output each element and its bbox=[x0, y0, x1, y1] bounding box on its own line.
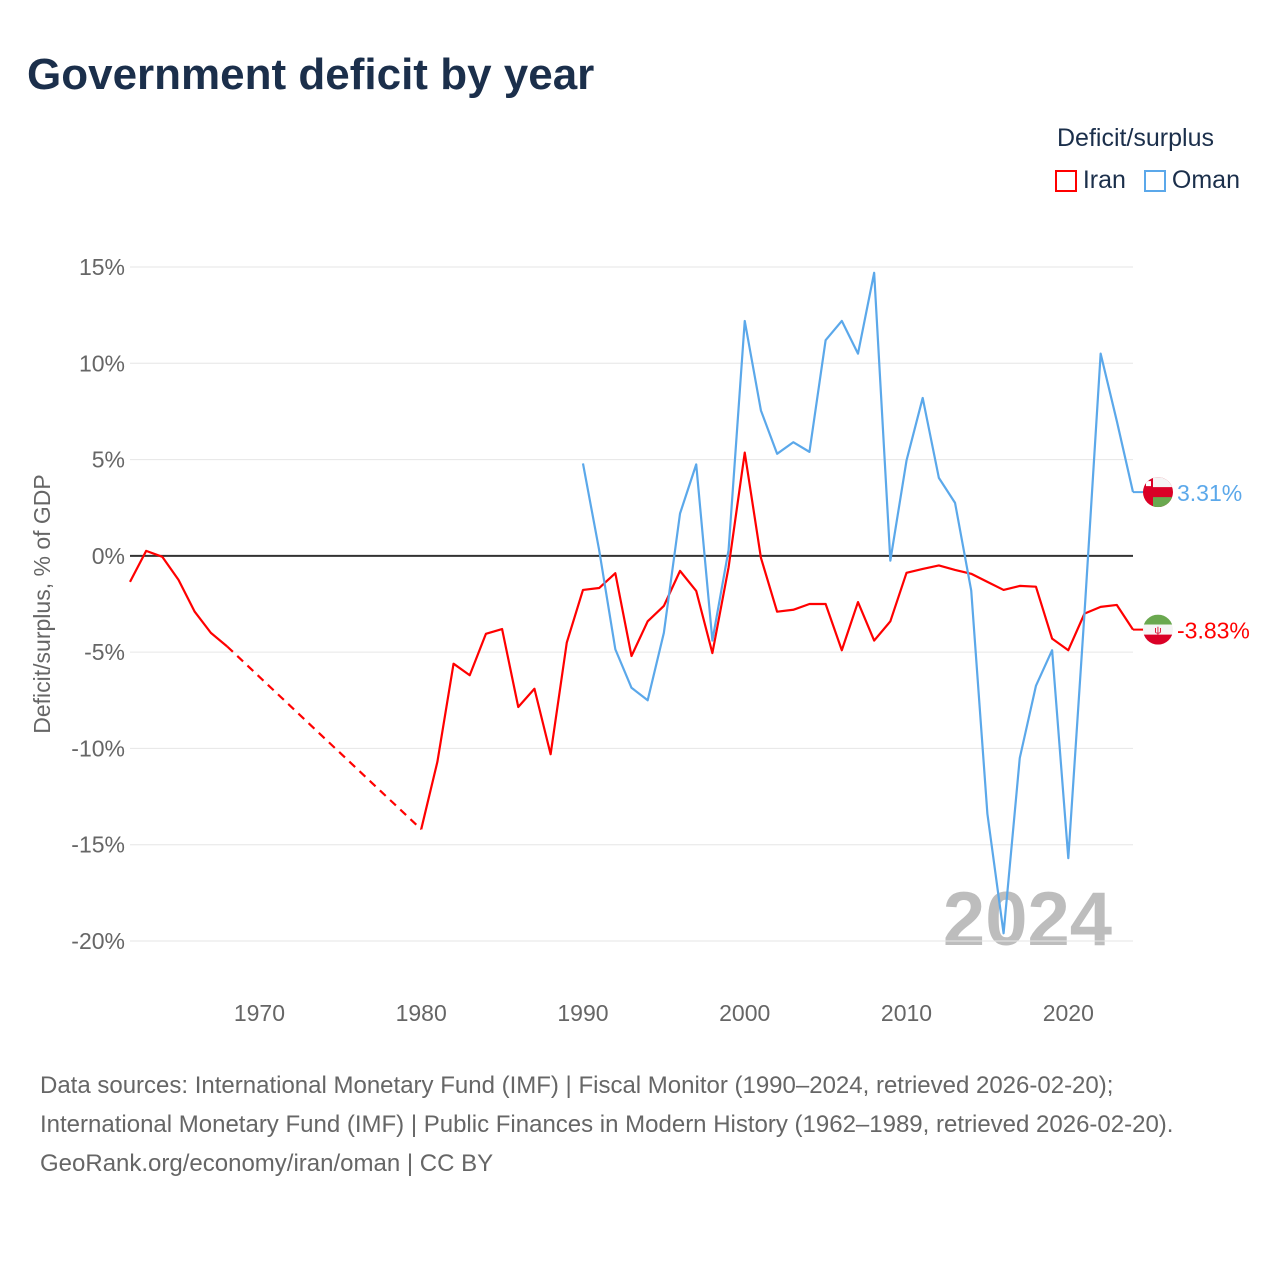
y-tick-label: 15% bbox=[79, 254, 125, 280]
end-label-oman: 3.31% bbox=[1177, 480, 1242, 506]
y-tick-label: -20% bbox=[71, 928, 125, 954]
legend: Iran Oman bbox=[1054, 166, 1240, 195]
legend-label-oman: Oman bbox=[1171, 166, 1240, 194]
data-sources: Data sources: International Monetary Fun… bbox=[40, 1072, 1174, 1138]
legend-swatch-oman bbox=[1143, 169, 1166, 192]
oman-flag-icon bbox=[1143, 477, 1173, 508]
series-line-iran bbox=[420, 451, 1134, 830]
y-tick-label: -5% bbox=[84, 639, 125, 665]
y-tick-label: 5% bbox=[92, 447, 125, 473]
x-tick-label: 1980 bbox=[396, 1000, 447, 1026]
series-gap-iran bbox=[226, 645, 422, 831]
chart-title: Government deficit by year bbox=[27, 50, 595, 99]
x-tick-label: 1970 bbox=[234, 1000, 285, 1026]
x-tick-label: 2000 bbox=[719, 1000, 770, 1026]
y-axis-label: Deficit/surplus, % of GDP bbox=[29, 474, 55, 733]
legend-label-iran: Iran bbox=[1082, 166, 1126, 194]
x-tick-label: 2010 bbox=[881, 1000, 932, 1026]
y-tick-label: -10% bbox=[71, 735, 125, 761]
y-tick-label: 0% bbox=[92, 543, 125, 569]
x-tick-label: 1990 bbox=[557, 1000, 608, 1026]
end-label-iran: -3.83% bbox=[1177, 618, 1250, 644]
legend-item-oman[interactable]: Oman bbox=[1143, 166, 1240, 195]
footer: Data sources: International Monetary Fun… bbox=[40, 1066, 1240, 1183]
credit-link[interactable]: GeoRank.org/economy/iran/oman | CC BY bbox=[40, 1150, 494, 1177]
series-line-iran bbox=[129, 549, 228, 648]
legend-swatch-iran bbox=[1054, 169, 1077, 192]
y-tick-label: -15% bbox=[71, 832, 125, 858]
x-tick-label: 2020 bbox=[1043, 1000, 1094, 1026]
legend-title: Deficit/surplus bbox=[1057, 124, 1214, 152]
svg-text:ψ: ψ bbox=[1154, 626, 1161, 637]
legend-item-iran[interactable]: Iran bbox=[1054, 166, 1126, 195]
iran-flag-icon: ψ bbox=[1143, 614, 1173, 645]
year-watermark: 2024 bbox=[943, 877, 1112, 962]
y-tick-label: 10% bbox=[79, 350, 125, 376]
series-line-oman bbox=[581, 271, 1135, 935]
